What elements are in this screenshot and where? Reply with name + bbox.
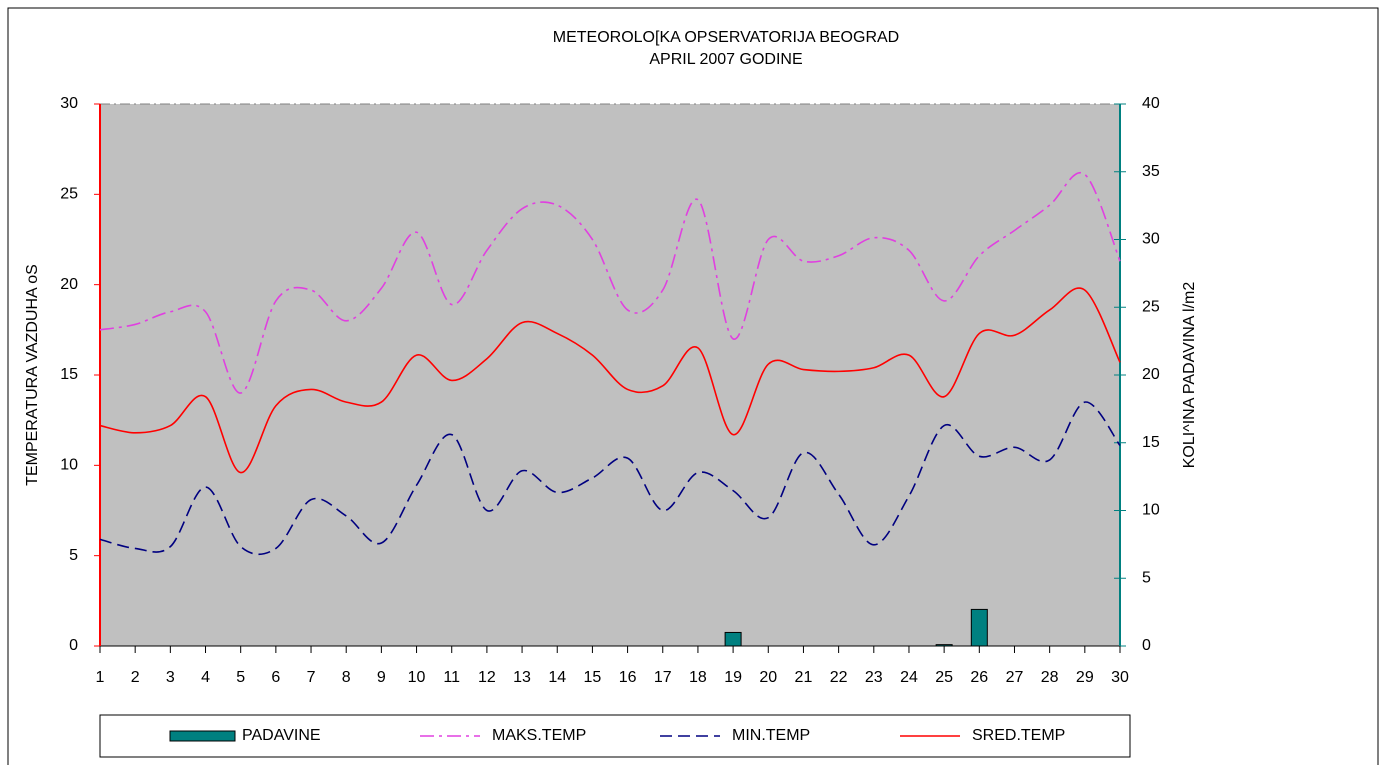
x-tick-label: 30	[1111, 669, 1129, 686]
x-tick-label: 19	[724, 669, 742, 686]
y-axis-label: TEMPERATURA VAZDUHA oS	[24, 264, 41, 486]
x-tick-label: 28	[1041, 669, 1059, 686]
y2-tick-label: 15	[1142, 434, 1160, 451]
x-tick-label: 21	[795, 669, 813, 686]
bar	[724, 631, 742, 647]
x-tick-label: 22	[830, 669, 848, 686]
y-tick-label: 30	[60, 95, 78, 112]
x-tick-label: 17	[654, 669, 672, 686]
y2-tick-label: 20	[1142, 366, 1160, 383]
legend-swatch	[169, 730, 236, 742]
x-tick-label: 5	[236, 669, 245, 686]
line	[99, 287, 1121, 474]
x-tick-label: 7	[307, 669, 316, 686]
x-tick-label: 16	[619, 669, 637, 686]
x-tick-label: 27	[1006, 669, 1024, 686]
legend-label: PADAVINE	[242, 727, 321, 744]
x-tick-label: 24	[900, 669, 918, 686]
y-tick-label: 0	[69, 637, 78, 654]
x-tick-label: 15	[584, 669, 602, 686]
x-tick-label: 9	[377, 669, 386, 686]
y-tick-label: 25	[60, 186, 78, 203]
y-tick-label: 5	[69, 547, 78, 564]
chart-title: METEOROLO[KA OPSERVATORIJA BEOGRAD	[553, 29, 899, 46]
x-tick-label: 10	[408, 669, 426, 686]
y2-tick-label: 35	[1142, 163, 1160, 180]
y-tick-label: 20	[60, 276, 78, 293]
y-tick-label: 10	[60, 457, 78, 474]
x-tick-label: 25	[935, 669, 953, 686]
x-tick-label: 2	[131, 669, 140, 686]
y2-axis-label: KOLI^INA PADAVINA l/m2	[1181, 282, 1198, 469]
x-tick-label: 1	[96, 669, 105, 686]
y2-tick-label: 5	[1142, 569, 1151, 586]
x-tick-label: 29	[1076, 669, 1094, 686]
y2-tick-label: 40	[1142, 95, 1160, 112]
y-tick-label: 15	[60, 366, 78, 383]
legend-label: SRED.TEMP	[972, 727, 1065, 744]
x-tick-label: 23	[865, 669, 883, 686]
x-tick-label: 8	[342, 669, 351, 686]
legend-label: MAKS.TEMP	[492, 727, 586, 744]
x-tick-label: 4	[201, 669, 210, 686]
x-tick-label: 6	[271, 669, 280, 686]
x-tick-label: 12	[478, 669, 496, 686]
y2-tick-label: 10	[1142, 502, 1160, 519]
y2-tick-label: 0	[1142, 637, 1151, 654]
bar	[970, 608, 988, 647]
line	[99, 401, 1121, 556]
x-tick-label: 11	[443, 669, 460, 686]
x-tick-label: 20	[759, 669, 777, 686]
x-tick-label: 18	[689, 669, 707, 686]
y2-tick-label: 25	[1142, 298, 1160, 315]
x-tick-label: 14	[548, 669, 566, 686]
bar	[935, 644, 953, 647]
x-tick-label: 26	[970, 669, 988, 686]
x-tick-label: 13	[513, 669, 531, 686]
y2-tick-label: 30	[1142, 231, 1160, 248]
legend-label: MIN.TEMP	[732, 727, 810, 744]
line	[99, 171, 1121, 394]
x-tick-label: 3	[166, 669, 175, 686]
chart-subtitle: APRIL 2007 GODINE	[649, 51, 802, 68]
